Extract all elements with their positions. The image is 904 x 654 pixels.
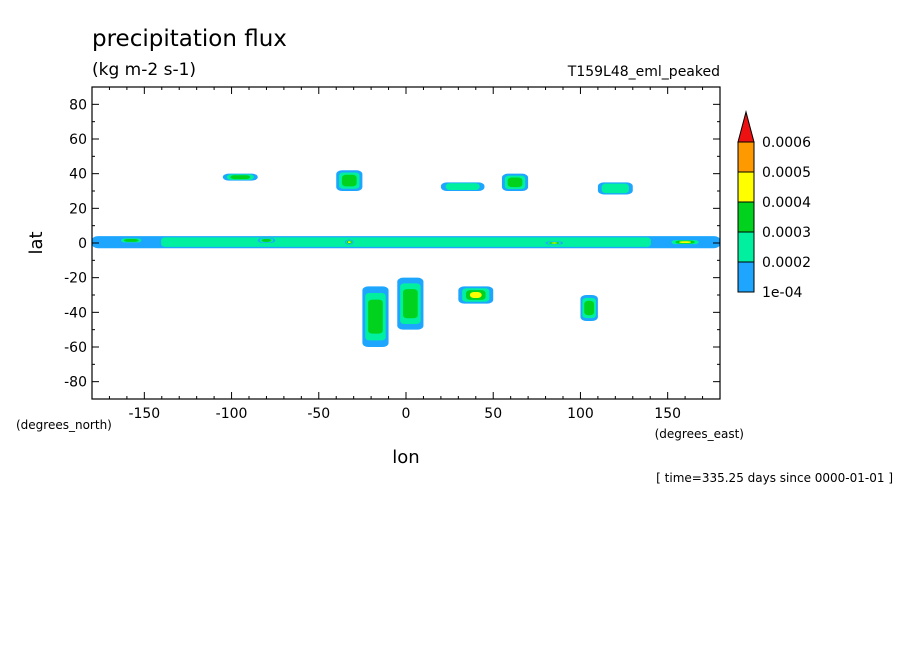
colorbar: 1e-04 0.0002 0.0003 0.0004 0.0005 0.0006 — [737, 110, 811, 301]
axis-ticks: -150 -100 -50 0 50 100 150 80 60 40 20 0 -20 -40 -60 -8… — [64, 86, 720, 422]
y-tick-label: 80 — [69, 97, 87, 113]
precip-region-core — [601, 183, 629, 194]
y-tick-label: 40 — [69, 167, 87, 183]
precip-region-core — [230, 175, 251, 180]
precip-region-core — [341, 174, 357, 187]
x-tick-label: -100 — [216, 406, 248, 422]
colorbar-label: 0.0005 — [762, 165, 811, 181]
colorbar-box — [737, 141, 755, 173]
chart-units: (kg m-2 s-1) — [92, 60, 196, 80]
y-tick-label: -60 — [64, 340, 87, 356]
precip-region-core — [368, 299, 383, 334]
colorbar-box — [737, 261, 755, 293]
precip-region-core — [584, 300, 595, 316]
y-tick-label: 20 — [69, 201, 87, 217]
colorbar-box — [737, 201, 755, 233]
y-tick-label: -40 — [64, 305, 87, 321]
colorbar-extend-triangle — [737, 110, 755, 143]
experiment-label: T159L48_eml_peaked — [567, 64, 720, 80]
x-tick-label: -50 — [307, 406, 330, 422]
colorbar-label: 1e-04 — [762, 285, 802, 301]
precip-region-core — [161, 237, 651, 247]
x-axis-label: lon — [392, 447, 419, 468]
y-tick-label: 0 — [78, 236, 87, 252]
x-tick-label: -150 — [128, 406, 160, 422]
x-tick-label: 100 — [567, 406, 594, 422]
precip-region-core — [551, 242, 558, 244]
y-units-label: (degrees_north) — [16, 418, 112, 432]
precip-region-core — [679, 241, 692, 244]
precip-region-core — [445, 183, 480, 191]
precip-region-core — [403, 289, 418, 319]
x-units-label: (degrees_east) — [655, 427, 744, 441]
y-tick-label: -20 — [64, 271, 87, 287]
y-axis-label: lat — [26, 231, 47, 254]
precip-region-core — [469, 292, 482, 298]
precip-region-core — [123, 238, 139, 242]
chart-title: precipitation flux — [92, 26, 287, 52]
x-tick-label: 150 — [654, 406, 681, 422]
precip-region-core — [261, 238, 272, 242]
colorbar-label: 0.0002 — [762, 255, 811, 271]
colorbar-label: 0.0004 — [762, 195, 811, 211]
x-tick-label: 50 — [484, 406, 502, 422]
x-tick-label: 0 — [402, 406, 411, 422]
precip-region-core — [347, 241, 351, 244]
precip-region-core — [507, 177, 523, 188]
precip-features — [92, 170, 720, 347]
y-tick-label: 60 — [69, 132, 87, 148]
colorbar-box — [737, 171, 755, 203]
colorbar-label: 0.0003 — [762, 225, 811, 241]
colorbar-box — [737, 231, 755, 263]
colorbar-label: 0.0006 — [762, 135, 811, 151]
time-label: [ time=335.25 days since 0000-01-01 ] — [656, 471, 893, 485]
y-tick-label: -80 — [64, 375, 87, 391]
